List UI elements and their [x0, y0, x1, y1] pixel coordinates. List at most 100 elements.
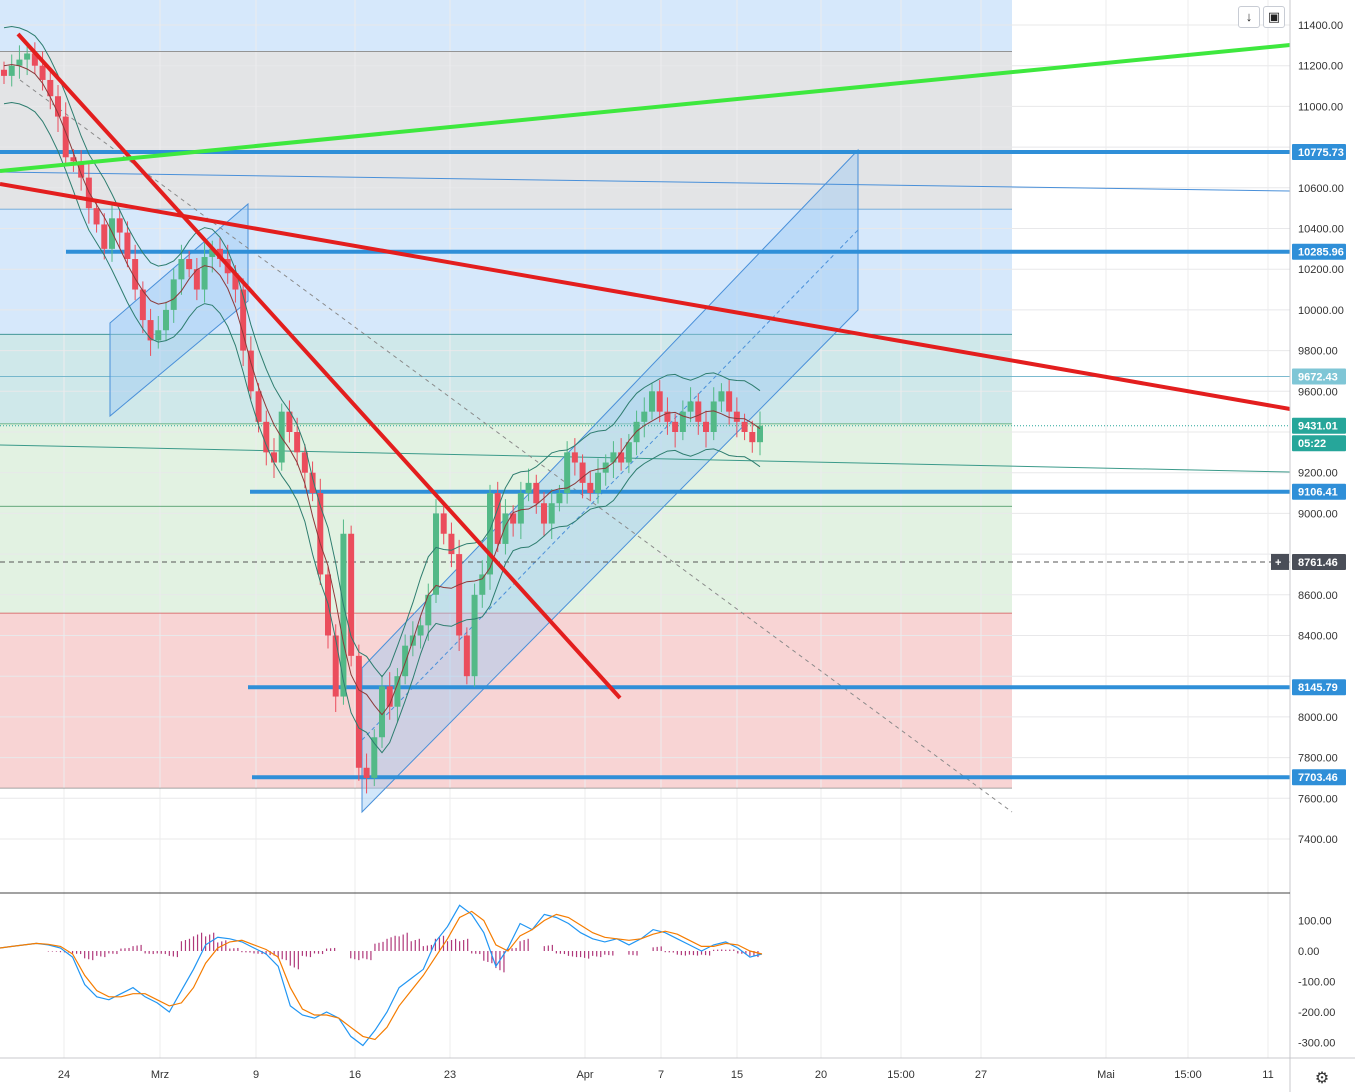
- price-tick-label: 11000.00: [1298, 101, 1343, 113]
- candle-body: [93, 208, 100, 225]
- price-badge-label: 10285.96: [1298, 247, 1344, 259]
- candle-body: [363, 767, 370, 778]
- candle-body: [440, 513, 447, 534]
- price-tick-label: 7800.00: [1298, 753, 1338, 765]
- price-tick-label: 11200.00: [1298, 61, 1343, 73]
- candle-body: [502, 513, 509, 544]
- time-tick-label: 24: [58, 1069, 70, 1081]
- thin-blue-trendline: [0, 171, 1291, 192]
- candle-body: [548, 503, 555, 524]
- scroll-to-latest-button[interactable]: ↓: [1238, 6, 1260, 28]
- price-tick-label: 10400.00: [1298, 224, 1344, 236]
- macd-line: [0, 904, 763, 1047]
- ascending-channel: [361, 148, 859, 814]
- thin-green-trendline: [0, 444, 1291, 473]
- fullscreen-button[interactable]: ▣: [1263, 6, 1285, 28]
- price-badge: 8145.79: [1292, 679, 1346, 696]
- candle-body: [425, 594, 432, 626]
- candle-body: [571, 452, 578, 463]
- candle-body: [70, 157, 77, 162]
- candle-body: [641, 411, 648, 422]
- candle-body: [533, 482, 540, 504]
- price-badge-bg: [1292, 243, 1346, 260]
- price-badge: 9431.01: [1292, 417, 1346, 434]
- candle-body: [240, 289, 247, 351]
- candle-body: [433, 513, 439, 595]
- candle-body: [255, 391, 262, 422]
- price-badge-label: 05:22: [1298, 438, 1326, 450]
- candle-body: [564, 452, 571, 494]
- oscillator-tick-label: -200.00: [1298, 1007, 1335, 1019]
- price-badge-bg: [1292, 553, 1346, 570]
- candle-body: [16, 59, 23, 66]
- candle-body: [186, 259, 193, 270]
- candle-body: [649, 391, 655, 412]
- arrow-down-icon: ↓: [1245, 9, 1253, 24]
- candle-body: [47, 79, 54, 97]
- candle-body: [710, 401, 717, 432]
- time-tick-label: 15: [731, 1069, 743, 1081]
- chart-settings-button[interactable]: ⚙: [1313, 1070, 1331, 1088]
- green-uptrend: [0, 43, 1291, 173]
- candle-body: [703, 421, 709, 432]
- plus-icon: +: [1275, 557, 1281, 569]
- price-badge: 7703.46: [1292, 769, 1346, 786]
- candle-body: [471, 594, 478, 677]
- time-tick-label: 15:00: [887, 1069, 915, 1081]
- oscillator-tick-label: -100.00: [1298, 977, 1335, 989]
- candle-body: [139, 289, 146, 321]
- price-badge: 9672.43: [1292, 368, 1346, 385]
- candle-body: [78, 161, 85, 178]
- time-tick-label: 7: [658, 1069, 664, 1081]
- candle-body: [109, 218, 115, 249]
- candle-body: [741, 421, 748, 432]
- time-tick-label: 9: [253, 1069, 259, 1081]
- time-tick-label: 23: [444, 1069, 456, 1081]
- candle-body: [695, 401, 702, 422]
- candle-body: [301, 452, 308, 473]
- candle-body: [132, 259, 139, 290]
- candle-body: [286, 411, 293, 432]
- red-downtrend-long: [0, 182, 1291, 411]
- candle-body: [309, 472, 316, 494]
- candle-body: [170, 279, 177, 310]
- candle-body: [479, 574, 486, 595]
- candle-body: [371, 737, 378, 778]
- price-badge-bg: [1292, 769, 1346, 786]
- price-badge-label: 7703.46: [1298, 772, 1338, 784]
- price-tick-label: 10600.00: [1298, 183, 1344, 195]
- candle-body: [247, 350, 254, 392]
- candle-body: [386, 686, 393, 707]
- camera-icon: ▣: [1267, 9, 1281, 24]
- candle-body: [687, 401, 694, 412]
- price-badge-bg: [1292, 483, 1346, 500]
- price-tick-label: 11400.00: [1298, 20, 1343, 32]
- candle-body: [39, 65, 46, 80]
- candle-body: [602, 462, 609, 473]
- candle-body: [317, 493, 324, 575]
- candle-body: [595, 472, 601, 494]
- fib-zone-5: [0, 613, 1012, 789]
- time-tick-label: 11: [1262, 1069, 1273, 1081]
- candle-body: [487, 493, 493, 575]
- price-tick-label: 8000.00: [1298, 712, 1338, 724]
- time-tick-label: Mai: [1097, 1069, 1115, 1081]
- candle-body: [31, 53, 38, 66]
- price-badge-bg: [1292, 679, 1346, 696]
- candle-body: [116, 218, 123, 233]
- time-tick-label: 15:00: [1174, 1069, 1202, 1081]
- price-tick-label: 9200.00: [1298, 468, 1338, 480]
- candle-body: [163, 309, 169, 331]
- candle-body: [757, 425, 763, 443]
- price-tick-label: 7400.00: [1298, 834, 1338, 846]
- plus-bg: [1271, 553, 1289, 570]
- crosshair-plus-button[interactable]: +: [1271, 553, 1289, 570]
- price-badge-bg: [1292, 417, 1346, 434]
- candle-body: [263, 421, 270, 453]
- candle-body: [24, 53, 31, 60]
- candle-body: [618, 452, 625, 463]
- candle-body: [587, 482, 594, 494]
- candle-body: [625, 442, 632, 463]
- candle-body: [178, 259, 185, 280]
